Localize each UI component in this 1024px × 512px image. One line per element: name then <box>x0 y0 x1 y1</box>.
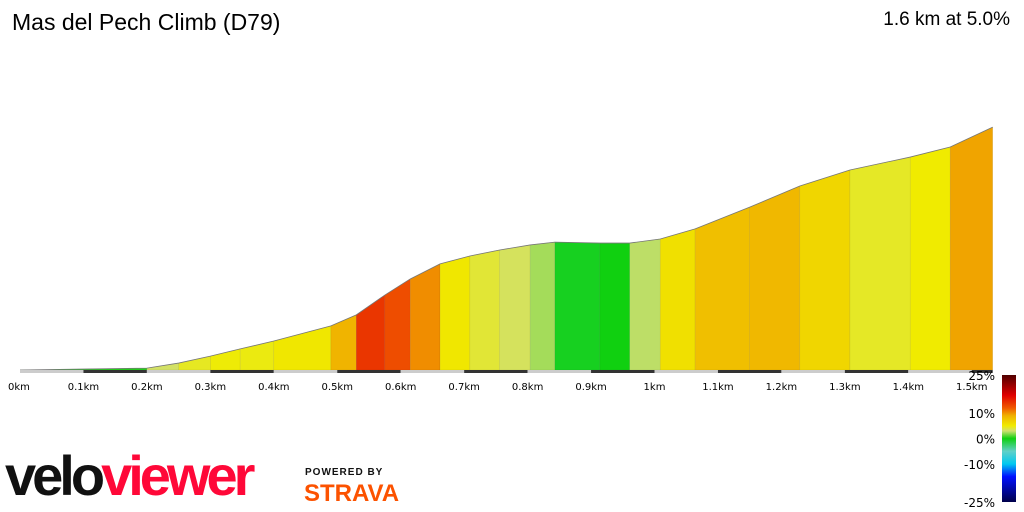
veloviewer-logo: veloviewer <box>5 448 255 504</box>
x-tick-label: 0.4km <box>258 382 289 393</box>
distance-strip <box>210 370 274 373</box>
legend-label: 25% <box>968 369 995 383</box>
x-tick-label: 0.3km <box>195 382 226 393</box>
legend-label: -10% <box>964 458 995 472</box>
profile-segment <box>659 228 696 371</box>
powered-by-label: POWERED BY <box>305 467 384 478</box>
logo-viewer: viewer <box>101 444 255 507</box>
climb-summary: 1.6 km at 5.0% <box>883 9 1010 30</box>
x-tick-label: 1.1km <box>702 382 733 393</box>
x-tick-label: 0.2km <box>131 382 162 393</box>
legend-label: 0% <box>976 433 995 447</box>
profile-segment <box>330 314 357 371</box>
profile-segment <box>178 355 211 371</box>
profile-segment <box>629 238 661 371</box>
profile-outline <box>19 126 993 371</box>
x-tick-label: 0km <box>8 382 30 393</box>
profile-segment <box>529 241 556 371</box>
profile-segment <box>273 325 332 371</box>
x-tick-label: 1.2km <box>766 382 797 393</box>
x-tick-label: 0.1km <box>68 382 99 393</box>
logo-velo: velo <box>5 444 105 507</box>
page-title: Mas del Pech Climb (D79) <box>12 9 281 35</box>
x-tick-label: 1km <box>644 382 666 393</box>
distance-strip <box>654 370 718 373</box>
distance-strip <box>400 370 465 373</box>
profile-segment <box>849 156 911 371</box>
distance-strip <box>844 370 909 373</box>
x-tick-label: 0.9km <box>575 382 606 393</box>
distance-strip <box>971 370 993 373</box>
distance-strip <box>273 370 338 373</box>
legend-label: 10% <box>968 407 995 421</box>
distance-strip <box>781 370 845 373</box>
profile-segment <box>356 294 386 371</box>
distance-strip <box>591 370 655 373</box>
profile-segment <box>799 169 851 371</box>
x-tick-label: 0.7km <box>448 382 479 393</box>
profile-segment <box>469 249 500 371</box>
distance-strip <box>908 370 972 373</box>
distance-strip <box>83 370 147 373</box>
profile-segment <box>599 242 631 371</box>
x-tick-label: 1.3km <box>829 382 860 393</box>
profile-segment <box>909 146 951 371</box>
profile-segment <box>749 185 801 371</box>
profile-segment <box>949 126 993 371</box>
distance-strip <box>717 370 782 373</box>
profile-segment <box>554 241 601 371</box>
distance-strip <box>20 370 84 373</box>
x-tick-label: 1.5km <box>956 382 987 393</box>
distance-strip <box>146 370 211 373</box>
gradient-legend-bar <box>1002 375 1016 502</box>
strava-logo: STRAVA <box>304 480 400 507</box>
x-tick-label: 0.8km <box>512 382 543 393</box>
profile-segment <box>499 244 531 371</box>
x-tick-label: 0.5km <box>322 382 353 393</box>
distance-strip <box>464 370 528 373</box>
x-tick-label: 1.4km <box>893 382 924 393</box>
legend-label: -25% <box>964 496 995 510</box>
distance-strip <box>337 370 401 373</box>
distance-strip <box>527 370 592 373</box>
profile-segment <box>694 206 750 371</box>
profile-segment <box>210 348 241 371</box>
x-tick-label: 0.6km <box>385 382 416 393</box>
profile-segment <box>409 263 441 371</box>
profile-segment <box>439 255 471 371</box>
